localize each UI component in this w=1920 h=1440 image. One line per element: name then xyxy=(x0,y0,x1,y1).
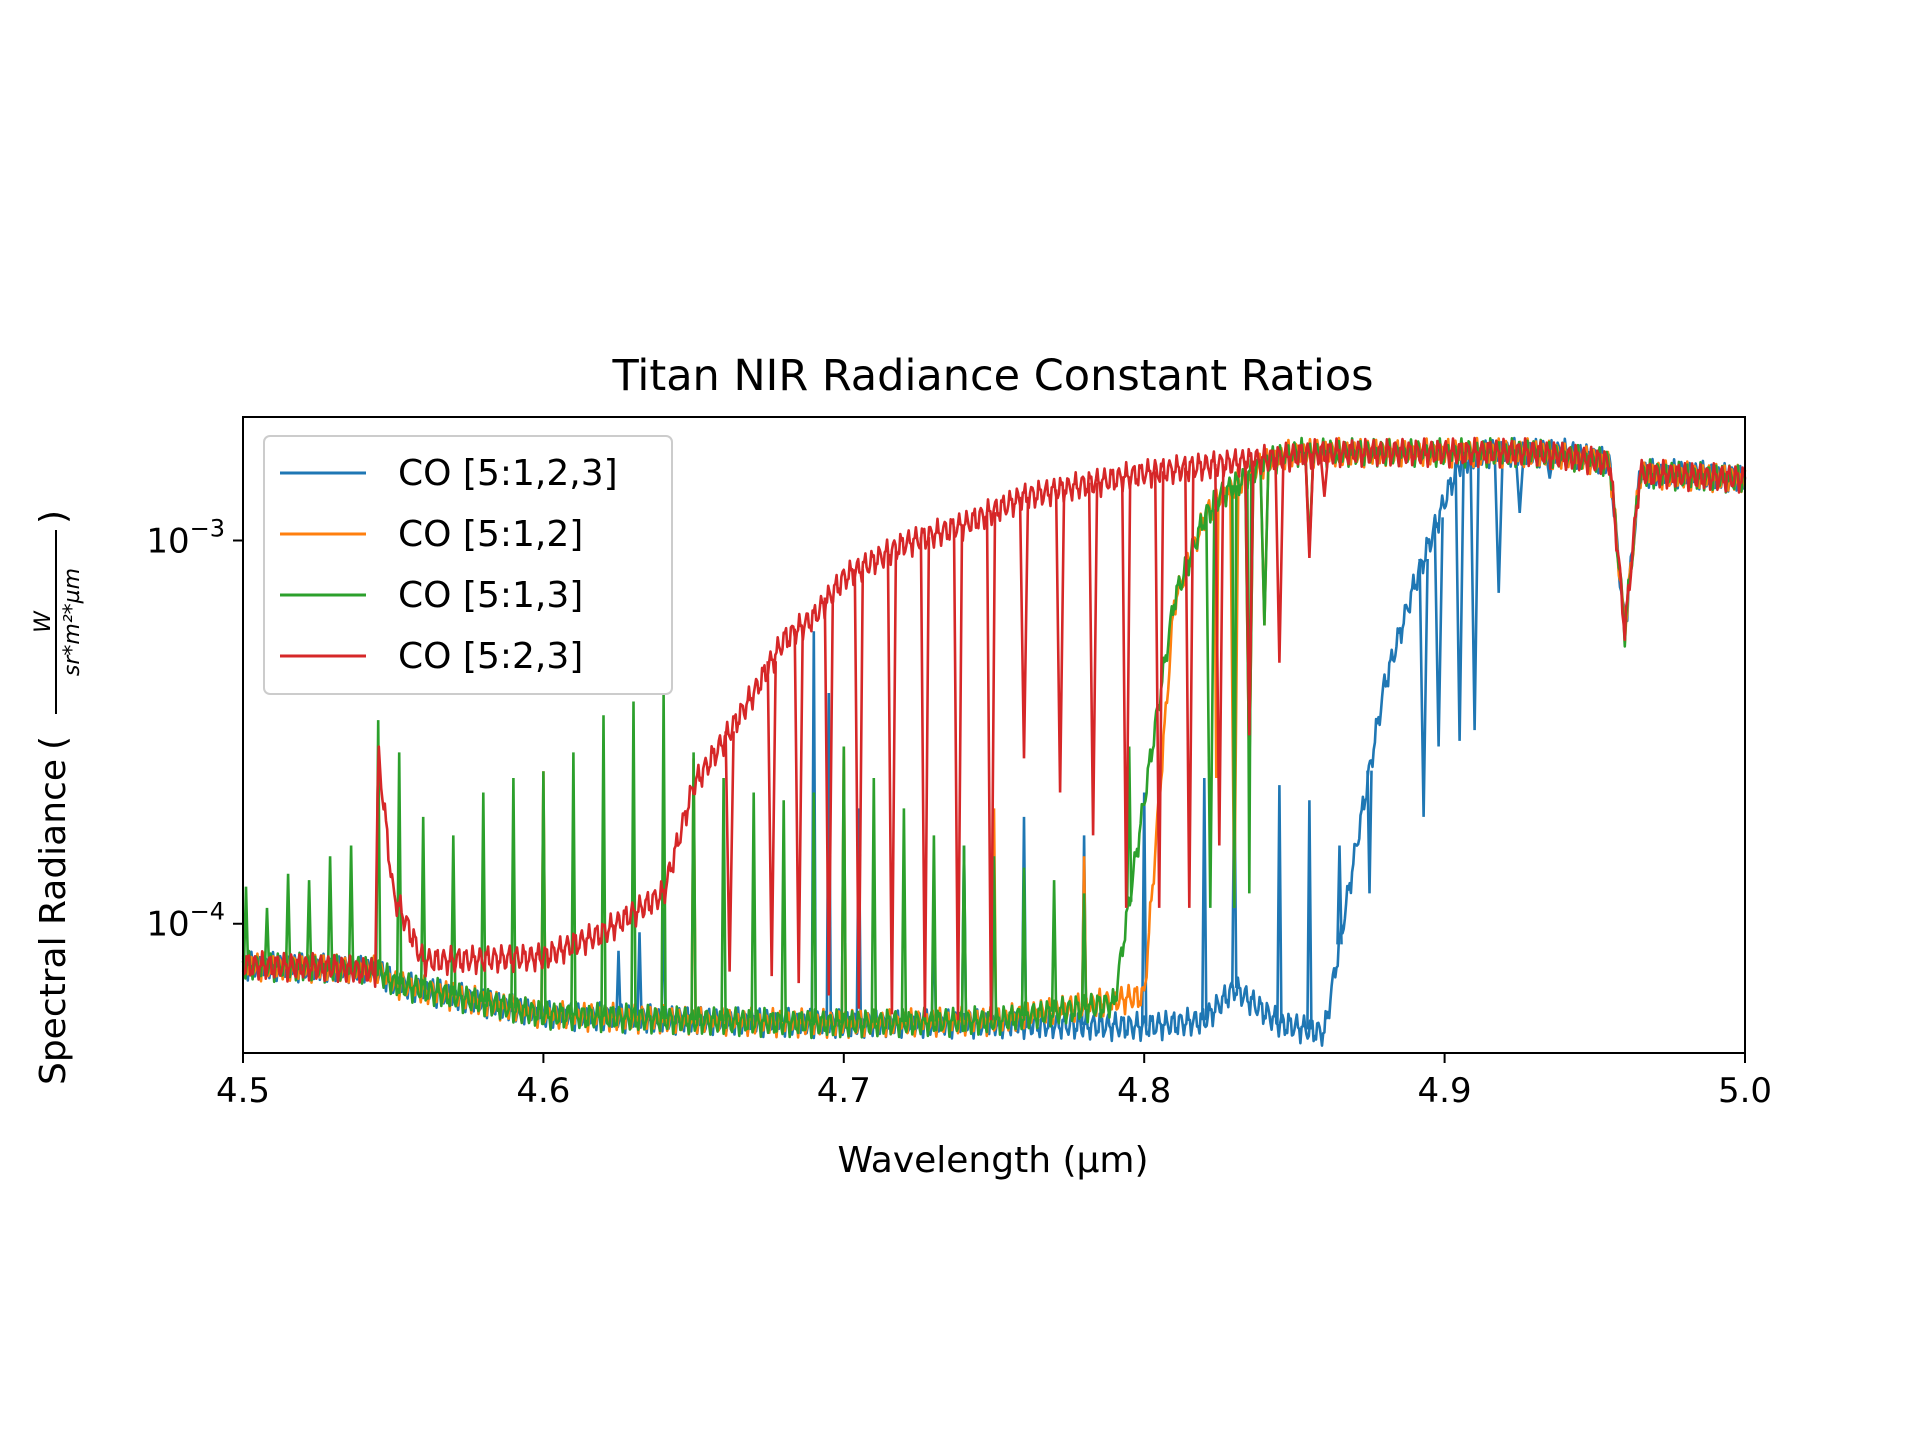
series-0-spike-1 xyxy=(636,932,643,1019)
series-2-spike-1 xyxy=(263,907,271,966)
series-2-spike-28 xyxy=(1020,867,1028,1017)
series-2-spike-4 xyxy=(326,856,334,968)
legend-label-2: CO [5:1,3] xyxy=(398,575,583,616)
series-3-dip-0 xyxy=(724,731,735,972)
legend-label-1: CO [5:1,2] xyxy=(398,514,583,555)
series-3-dip-17 xyxy=(1274,457,1285,663)
series-2-spike-23 xyxy=(870,777,878,1023)
series-2-spike-21 xyxy=(810,792,818,1023)
plot-frame xyxy=(242,416,1746,1054)
series-line-3 xyxy=(241,436,1747,988)
series-2-spike-32 xyxy=(1231,485,1238,908)
x-axis-label: Wavelength (µm) xyxy=(837,1140,1148,1181)
series-3-dip-16 xyxy=(1244,460,1255,736)
y-axis: 10−4 10−3 xyxy=(146,514,243,945)
series-3-dip-3 xyxy=(823,597,835,996)
series-2-spike-8 xyxy=(419,816,427,990)
series-0-dip-4 xyxy=(1493,452,1504,593)
series-2-spike-12 xyxy=(540,771,547,1015)
y-axis-unit-paren-close: ) xyxy=(33,510,74,524)
series-3-dip-19 xyxy=(1319,452,1330,497)
series-2-spike-29 xyxy=(1050,880,1058,1012)
y-axis-unit-numerator: W xyxy=(31,610,56,633)
series-layer xyxy=(241,436,1747,1047)
series-2-spike-22 xyxy=(840,746,848,1024)
series-2-dip-0 xyxy=(1205,509,1216,908)
series-0-spike-15 xyxy=(1336,845,1343,945)
y-axis-unit-denominator: sr*m²*µm xyxy=(60,568,85,676)
y-tick-label-0: 10−4 xyxy=(146,898,225,945)
series-3-dip-4 xyxy=(853,569,865,1009)
x-axis: 4.5 4.6 4.7 4.8 4.9 5.0 xyxy=(216,1053,1772,1111)
series-3-dip-18 xyxy=(1304,453,1315,559)
legend-box xyxy=(263,435,673,695)
series-2-spike-11 xyxy=(510,777,517,1009)
series-2-spike-24 xyxy=(900,808,908,1023)
series-0-spike-16 xyxy=(1366,770,1373,894)
series-3 xyxy=(241,436,1747,1021)
series-0-dip-3 xyxy=(1469,457,1480,731)
series-2-spike-26 xyxy=(960,845,968,1021)
series-2-spike-0 xyxy=(242,886,250,966)
series-2-spike-10 xyxy=(480,792,487,1002)
series-3-dip-7 xyxy=(952,526,964,1021)
series-0-spike-11 xyxy=(1201,777,1208,1021)
series-3-dip-10 xyxy=(1054,489,1066,793)
series-2-spike-9 xyxy=(450,835,457,996)
series-2-spike-20 xyxy=(780,800,787,1023)
x-tick-label-1: 4.6 xyxy=(516,1071,570,1111)
series-3-dip-11 xyxy=(1087,482,1099,836)
series-2-spike-19 xyxy=(750,792,757,1022)
x-tick-label-0: 4.5 xyxy=(216,1071,270,1111)
series-3-dip-14 xyxy=(1184,467,1195,908)
legend-label-3: CO [5:2,3] xyxy=(398,636,583,677)
x-tick-label-3: 4.8 xyxy=(1117,1071,1171,1111)
x-tick-label-2: 4.7 xyxy=(817,1071,871,1111)
series-0-dip-1 xyxy=(1433,517,1444,747)
series-0-spike-0 xyxy=(615,950,622,1018)
series-0-dip-0 xyxy=(1418,558,1429,817)
series-2-spike-5 xyxy=(347,845,355,969)
chart-title: Titan NIR Radiance Constant Ratios xyxy=(611,351,1373,401)
series-2-spike-13 xyxy=(570,752,577,1016)
series-2-spike-18 xyxy=(720,777,727,1021)
series-2-spike-30 xyxy=(1080,893,1088,1008)
series-3-dip-8 xyxy=(985,512,997,1021)
series-2-dip-2 xyxy=(1259,462,1270,626)
series-3-dip-15 xyxy=(1214,464,1225,846)
legend-label-0: CO [5:1,2,3] xyxy=(398,453,618,494)
y-axis-label: Spectral Radiance xyxy=(33,759,74,1085)
x-tick-label-4: 4.9 xyxy=(1418,1071,1472,1111)
series-0-spike-10 xyxy=(1140,792,1148,1027)
series-3-dip-13 xyxy=(1153,471,1165,908)
series-2-spike-14 xyxy=(600,715,607,1017)
legend: CO [5:1,2,3] CO [5:1,2] CO [5:1,3] CO [5:2,… xyxy=(263,435,673,695)
series-3-dip-9 xyxy=(1018,496,1030,759)
series-0-spike-14 xyxy=(1306,800,1313,1030)
y-axis-unit-paren-open: ( xyxy=(33,736,74,750)
series-3-dip-1 xyxy=(766,661,777,977)
series-0-dip-5 xyxy=(1514,452,1525,513)
series-2-spike-2 xyxy=(284,873,292,967)
y-tick-label-1: 10−3 xyxy=(146,514,225,561)
series-2-spike-3 xyxy=(305,880,313,968)
series-2-spike-17 xyxy=(690,752,697,1021)
series-3-dip-2 xyxy=(793,628,804,984)
series-3-dip-5 xyxy=(886,550,898,1015)
series-0-dip-2 xyxy=(1454,462,1465,741)
y-axis-label-group: Spectral Radiance ( W sr*m²*µm ) xyxy=(31,510,85,1085)
x-tick-label-5: 5.0 xyxy=(1718,1071,1772,1111)
series-3-dip-12 xyxy=(1120,476,1132,908)
series-2-spike-25 xyxy=(930,835,938,1022)
series-3-dip-6 xyxy=(919,537,931,1018)
series-0-spike-13 xyxy=(1276,785,1283,1024)
